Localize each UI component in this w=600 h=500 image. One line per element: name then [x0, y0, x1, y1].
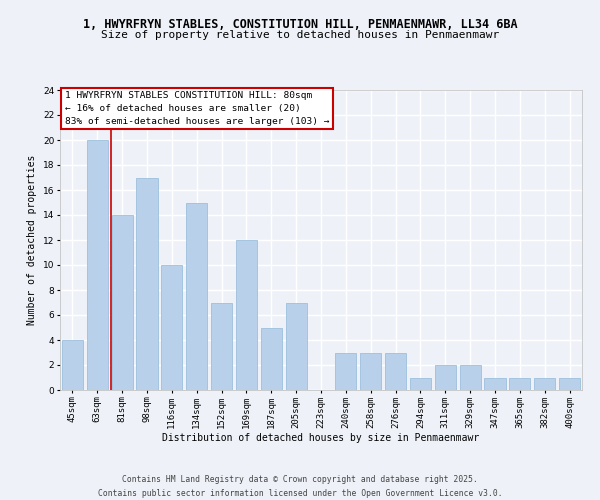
Bar	[186, 202, 207, 390]
Bar	[112, 215, 133, 390]
Bar	[236, 240, 257, 390]
Bar	[410, 378, 431, 390]
Bar	[385, 352, 406, 390]
Bar	[559, 378, 580, 390]
Bar	[484, 378, 506, 390]
Text: 1, HWYRFRYN STABLES, CONSTITUTION HILL, PENMAENMAWR, LL34 6BA: 1, HWYRFRYN STABLES, CONSTITUTION HILL, …	[83, 18, 517, 30]
Text: Contains HM Land Registry data © Crown copyright and database right 2025.
Contai: Contains HM Land Registry data © Crown c…	[98, 476, 502, 498]
Bar	[211, 302, 232, 390]
Text: 1 HWYRFRYN STABLES CONSTITUTION HILL: 80sqm
← 16% of detached houses are smaller: 1 HWYRFRYN STABLES CONSTITUTION HILL: 80…	[65, 92, 330, 126]
Y-axis label: Number of detached properties: Number of detached properties	[28, 155, 37, 325]
Bar	[62, 340, 83, 390]
Bar	[509, 378, 530, 390]
Bar	[360, 352, 381, 390]
Bar	[335, 352, 356, 390]
Bar	[87, 140, 108, 390]
Bar	[261, 328, 282, 390]
Bar	[136, 178, 158, 390]
Bar	[435, 365, 456, 390]
Bar	[534, 378, 555, 390]
X-axis label: Distribution of detached houses by size in Penmaenmawr: Distribution of detached houses by size …	[163, 434, 479, 444]
Text: Size of property relative to detached houses in Penmaenmawr: Size of property relative to detached ho…	[101, 30, 499, 40]
Bar	[460, 365, 481, 390]
Bar	[286, 302, 307, 390]
Bar	[161, 265, 182, 390]
